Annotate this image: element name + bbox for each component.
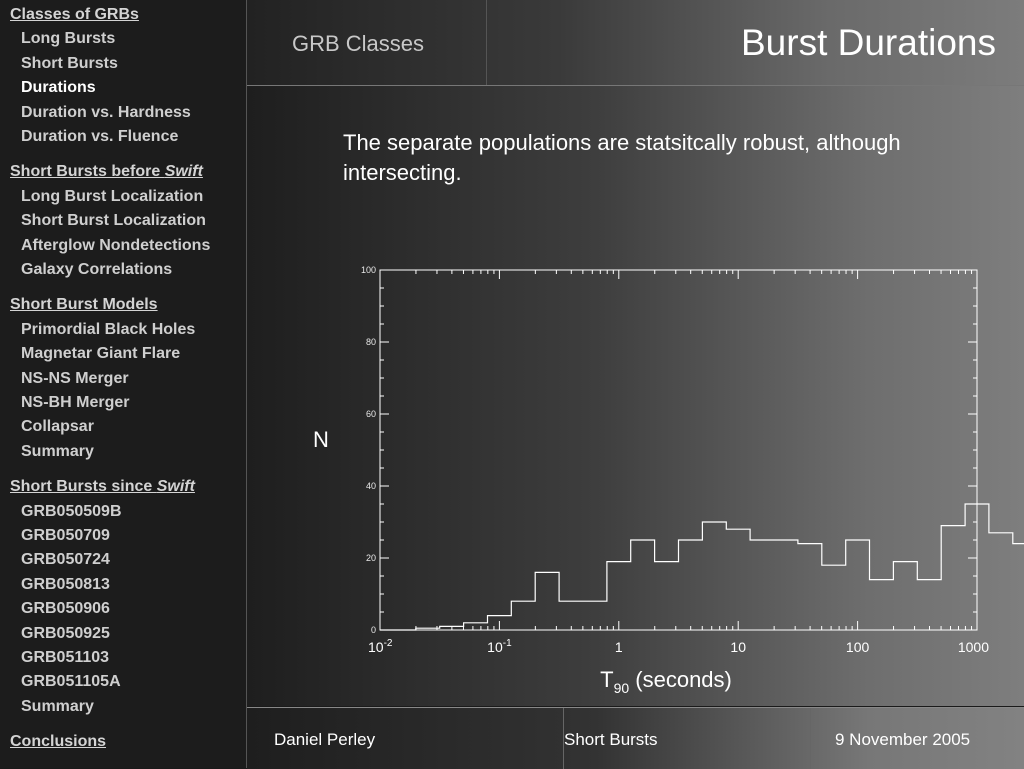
- x-tick-label: 100: [846, 639, 870, 655]
- footer-divider: [810, 708, 811, 769]
- sidebar-section-heading-italic: Swift: [164, 163, 203, 181]
- sidebar-item[interactable]: Magnetar Giant Flare: [21, 345, 181, 363]
- header-divider: [486, 0, 487, 85]
- footer-author: Daniel Perley: [274, 730, 376, 749]
- x-tick-label: 10-2: [368, 638, 393, 655]
- y-tick-label: 100: [361, 265, 376, 275]
- x-tick-label: 1: [615, 639, 623, 655]
- y-axis-label: N: [313, 427, 329, 452]
- footer-date: 9 November 2005: [835, 730, 971, 749]
- sidebar-item[interactable]: GRB050813: [21, 575, 110, 593]
- sidebar-item[interactable]: Short Burst Localization: [21, 212, 206, 230]
- sidebar-item[interactable]: Duration vs. Hardness: [21, 103, 191, 121]
- y-tick-label: 40: [366, 481, 376, 491]
- sidebar-item[interactable]: GRB051105A: [21, 673, 121, 691]
- header-bar: GRB Classes Burst Durations: [247, 0, 1024, 86]
- sidebar-item[interactable]: NS-NS Merger: [21, 369, 129, 387]
- footer-topic: Short Bursts: [564, 730, 658, 749]
- sidebar-section-heading[interactable]: Short Burst Models: [10, 296, 158, 314]
- x-tick-label: 1000: [958, 639, 989, 655]
- sidebar-section-heading[interactable]: Short Bursts since Swift: [10, 478, 195, 496]
- sidebar-item[interactable]: Afterglow Nondetections: [21, 236, 211, 254]
- sidebar-section-heading[interactable]: Short Bursts before Swift: [10, 163, 203, 181]
- sidebar-item[interactable]: Galaxy Correlations: [21, 261, 173, 278]
- sidebar-item[interactable]: Summary: [21, 697, 94, 715]
- y-tick-label: 0: [371, 625, 376, 635]
- y-tick-label: 60: [366, 409, 376, 419]
- slide-content: The separate populations are statsitcall…: [247, 86, 1024, 706]
- sidebar-item[interactable]: GRB050509B: [21, 502, 122, 520]
- sidebar-item[interactable]: Primordial Black Holes: [21, 320, 196, 338]
- sidebar-item[interactable]: Summary: [21, 442, 94, 460]
- sidebar-item[interactable]: Short Bursts: [21, 54, 118, 72]
- histogram-series: [380, 503, 1024, 631]
- sidebar-item[interactable]: GRB050925: [21, 624, 110, 642]
- sidebar-section-heading-italic: Swift: [156, 478, 195, 496]
- plot-frame: [379, 269, 978, 631]
- sidebar-item[interactable]: GRB051103: [21, 649, 110, 666]
- body-text: The separate populations are statsitcall…: [343, 130, 901, 185]
- sidebar-section-heading[interactable]: Classes of GRBs: [10, 6, 139, 23]
- sidebar-item[interactable]: Durations: [21, 79, 96, 97]
- sidebar-item[interactable]: GRB050709: [21, 527, 110, 544]
- sidebar-item[interactable]: Long Burst Localization: [21, 187, 204, 205]
- section-label: GRB Classes: [292, 31, 425, 56]
- x-tick-label: 10: [730, 639, 746, 655]
- sidebar-section-heading[interactable]: Conclusions: [10, 733, 107, 751]
- sidebar-item[interactable]: Duration vs. Fluence: [21, 128, 179, 145]
- duration-histogram-chart: 0 20 40 60 80 100 10-2 10-1 1 10 100 1000 N T90 (seco…: [313, 265, 1024, 696]
- sidebar-item[interactable]: GRB050724: [21, 551, 110, 569]
- sidebar-item[interactable]: Collapsar: [21, 418, 94, 436]
- slide-title: Burst Durations: [741, 22, 996, 63]
- sidebar-item[interactable]: NS-BH Merger: [21, 394, 130, 411]
- y-tick-label: 20: [366, 553, 376, 563]
- y-tick-label: 80: [366, 337, 376, 347]
- sidebar-item[interactable]: Long Bursts: [21, 30, 116, 48]
- x-tick-label: 10-1: [487, 638, 512, 655]
- x-axis-label: T90 (seconds): [600, 667, 732, 696]
- sidebar-nav: Classes of GRBs Long Bursts Short Bursts Du…: [0, 0, 247, 768]
- footer-bar: Daniel Perley Short Bursts 9 November 20…: [247, 707, 1024, 769]
- footer-divider: [563, 708, 564, 769]
- sidebar-item[interactable]: GRB050906: [21, 600, 110, 618]
